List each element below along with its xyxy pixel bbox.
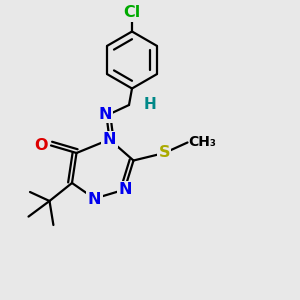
- Text: N: N: [103, 132, 116, 147]
- Text: CH₃: CH₃: [189, 136, 217, 149]
- Text: N: N: [98, 107, 112, 122]
- Text: H: H: [143, 97, 156, 112]
- Text: N: N: [118, 182, 132, 197]
- Text: S: S: [159, 145, 170, 160]
- Text: N: N: [88, 192, 101, 207]
- Text: Cl: Cl: [123, 5, 141, 20]
- Text: O: O: [34, 138, 48, 153]
